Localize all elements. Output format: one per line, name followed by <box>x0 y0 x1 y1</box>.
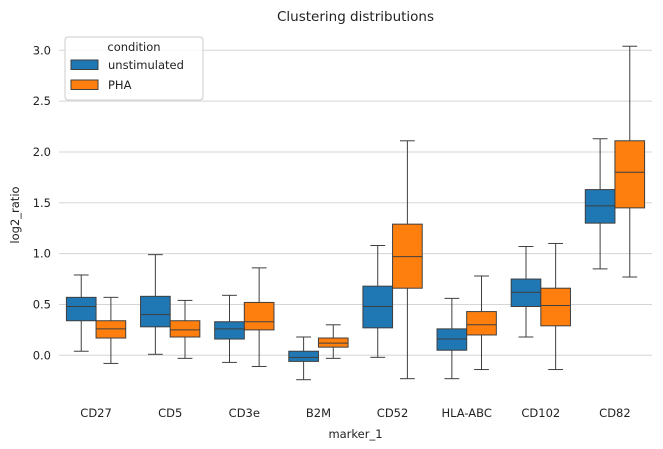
legend: condition unstimulated PHA <box>64 36 204 101</box>
box-unstimulated-b2m <box>288 336 319 381</box>
box-iqr <box>362 285 394 329</box>
box-iqr <box>95 320 127 339</box>
x-tick-label: CD52 <box>377 406 409 420</box>
box-unstimulated-cd102 <box>510 246 542 338</box>
box-iqr <box>540 287 571 327</box>
box-pha-cd52 <box>392 140 423 380</box>
x-tick-label: B2M <box>306 406 331 420</box>
box-pha-cd3e <box>243 267 275 367</box>
box-pha-cd5 <box>169 299 201 359</box>
x-tick-label: CD3e <box>229 406 260 420</box>
box-pha-cd82 <box>614 45 646 278</box>
x-tick-label: CD82 <box>599 406 631 420</box>
box-iqr <box>584 189 616 224</box>
x-tick-label: CD27 <box>80 406 112 420</box>
chart-title: Clustering distributions <box>277 9 434 25</box>
y-tick-label: 3.0 <box>33 43 51 57</box>
box-unstimulated-cd27 <box>65 274 97 352</box>
x-tick-label: CD102 <box>521 406 560 420</box>
y-tick-label: 2.0 <box>33 145 51 159</box>
y-tick-label: 0.5 <box>33 297 51 311</box>
legend-frame <box>64 36 204 101</box>
y-tick-label: 1.5 <box>33 196 51 210</box>
box-iqr <box>317 337 349 348</box>
box-iqr <box>466 311 497 336</box>
box-unstimulated-cd3e <box>214 294 245 363</box>
box-pha-cd102 <box>540 242 571 371</box>
legend-swatch-pha <box>70 79 99 90</box>
box-iqr <box>65 296 97 322</box>
legend-swatch-unstimulated <box>70 59 99 70</box>
box-iqr <box>169 320 201 338</box>
box-iqr <box>214 321 245 340</box>
box-iqr <box>243 301 275 331</box>
y-tick-label: 1.0 <box>33 247 51 261</box>
legend-label-pha: PHA <box>108 78 132 92</box>
y-tick-label: 2.5 <box>33 94 51 108</box>
box-iqr <box>392 223 423 289</box>
box-iqr <box>140 295 171 328</box>
x-tick-labels: CD27 CD5 CD3e B2M CD52 HLA-ABC CD102 CD82 <box>80 406 630 420</box>
legend-label-unstimulated: unstimulated <box>108 58 184 72</box>
box-unstimulated-cd5 <box>140 254 171 355</box>
x-axis-label: marker_1 <box>328 427 382 441</box>
x-tick-label: HLA-ABC <box>441 406 491 420</box>
box-iqr <box>436 328 468 351</box>
box-pha-hla-abc <box>466 275 497 371</box>
y-axis-label: log2_ratio <box>8 186 22 243</box>
x-tick-label: CD5 <box>158 406 182 420</box>
box-iqr <box>614 140 646 209</box>
box-unstimulated-cd82 <box>584 138 616 270</box>
box-pha-cd27 <box>95 296 127 364</box>
box-series <box>65 45 646 381</box>
box-iqr <box>510 278 542 307</box>
y-tick-label: 0.0 <box>33 348 51 362</box>
y-tick-labels: 0.0 0.5 1.0 1.5 2.0 2.5 3.0 <box>33 43 51 362</box>
box-unstimulated-cd52 <box>362 245 394 358</box>
legend-title: condition <box>107 40 160 54</box>
box-pha-b2m <box>317 324 349 359</box>
box-iqr <box>288 350 319 362</box>
box-unstimulated-hla-abc <box>436 297 468 380</box>
